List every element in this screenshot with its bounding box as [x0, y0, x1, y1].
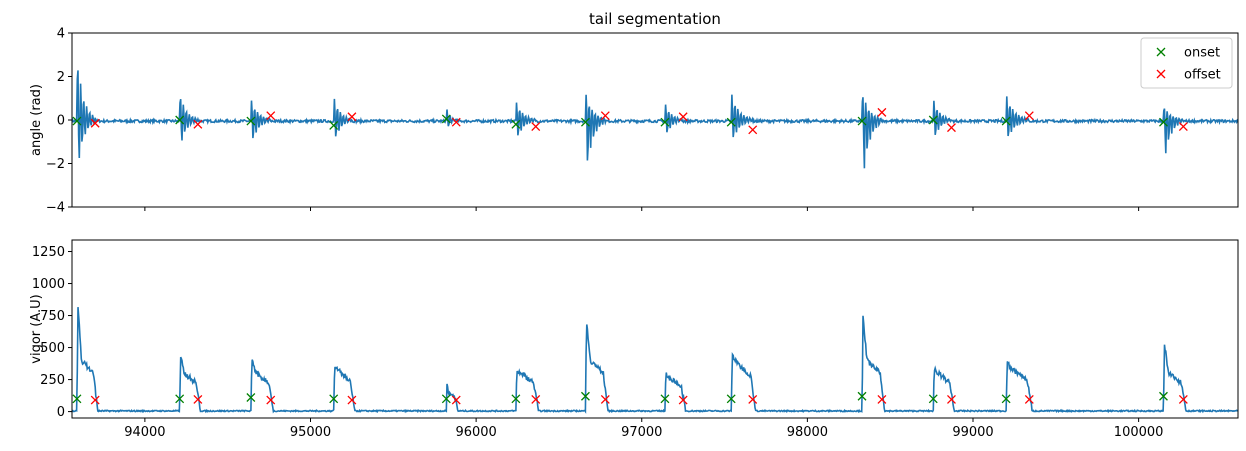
- onset-marker: [928, 394, 938, 404]
- offset-marker: [347, 112, 357, 122]
- offset-marker: [600, 111, 610, 121]
- onset-marker: [857, 391, 867, 401]
- y-tick-label: −2: [46, 157, 65, 172]
- onset-marker: [511, 119, 521, 129]
- onset-marker: [329, 120, 339, 130]
- offset-marker: [193, 394, 203, 404]
- x-tick-label: 94000: [124, 425, 165, 440]
- onset-marker: [441, 394, 451, 404]
- offset-marker: [877, 394, 887, 404]
- x-tick-label: 97000: [621, 425, 662, 440]
- chart-title: tail segmentation: [589, 10, 721, 28]
- y-axis-label: vigor (A.U): [29, 294, 44, 363]
- onset-marker: [1159, 117, 1168, 127]
- onset-marker: [329, 394, 339, 404]
- onset-marker: [175, 394, 185, 404]
- offset-marker: [451, 395, 461, 405]
- offset-marker: [531, 394, 541, 404]
- y-axis-label: angle (rad): [29, 84, 44, 156]
- offset-marker: [877, 107, 887, 117]
- offset-marker: [266, 111, 276, 121]
- offset-marker: [1178, 394, 1188, 404]
- onset-marker: [1159, 391, 1168, 401]
- offset-marker: [947, 394, 956, 404]
- onset-marker: [726, 394, 736, 404]
- offset-marker: [1024, 394, 1034, 404]
- x-tick-label: 99000: [952, 425, 993, 440]
- onset-marker: [580, 117, 590, 127]
- onset-legend-marker: [1156, 47, 1166, 57]
- onset-marker: [175, 115, 185, 125]
- onset-marker: [72, 394, 82, 404]
- onset-marker: [511, 394, 521, 404]
- series-line: [72, 70, 1238, 169]
- offset-marker: [266, 395, 276, 405]
- offset-marker: [90, 395, 100, 405]
- offset-marker: [947, 123, 956, 133]
- series-line: [72, 307, 1238, 414]
- x-tick-label: 100000: [1114, 425, 1164, 440]
- offset-marker: [748, 394, 758, 404]
- y-tick-label: 750: [40, 309, 65, 324]
- x-tick-label: 95000: [290, 425, 331, 440]
- y-tick-label: −4: [46, 201, 65, 216]
- y-tick-label: 1000: [32, 277, 65, 292]
- onset-marker: [660, 394, 670, 404]
- onset-marker: [246, 393, 256, 402]
- onset-marker: [1001, 394, 1011, 404]
- y-tick-label: 2: [57, 70, 65, 85]
- offset-marker: [1024, 111, 1034, 121]
- x-tick-label: 98000: [787, 425, 828, 440]
- onset-marker: [580, 391, 590, 401]
- offset-marker: [678, 395, 688, 405]
- y-tick-label: 0: [57, 405, 65, 420]
- onset-marker: [660, 117, 670, 127]
- onset-marker: [246, 116, 256, 126]
- offset-marker: [600, 394, 610, 404]
- onset-legend-label: onset: [1184, 46, 1220, 61]
- top-axes: −4 −2 0 2 4 angle (rad) onset offset: [29, 27, 1239, 216]
- onset-marker: [928, 115, 938, 125]
- onset-marker: [72, 116, 82, 126]
- offset-marker: [1178, 122, 1188, 131]
- y-tick-label: 500: [40, 341, 65, 356]
- legend-box: [1140, 37, 1233, 89]
- offset-marker: [193, 119, 203, 129]
- offset-legend-marker: [1156, 69, 1166, 79]
- y-tick-label: 0: [57, 114, 65, 129]
- legend: onset offset: [1140, 37, 1233, 89]
- offset-marker: [90, 118, 100, 128]
- offset-marker: [347, 395, 357, 405]
- y-tick-label: 1250: [32, 245, 65, 260]
- x-tick-label: 96000: [455, 425, 496, 440]
- offset-marker: [748, 125, 758, 135]
- offset-marker: [451, 117, 461, 127]
- offset-legend-label: offset: [1184, 68, 1221, 83]
- offset-marker: [531, 122, 541, 131]
- onset-marker: [1001, 116, 1011, 126]
- onset-marker: [857, 116, 867, 126]
- axes-frame: [71, 239, 1239, 419]
- bottom-axes: 0 250 500 750 1000 1250 94000 95000 96000 97000 98…: [29, 239, 1239, 440]
- onset-marker: [441, 114, 451, 124]
- offset-marker: [678, 112, 688, 122]
- onset-marker: [726, 117, 736, 127]
- y-tick-label: 4: [57, 27, 65, 42]
- y-tick-label: 250: [40, 373, 65, 388]
